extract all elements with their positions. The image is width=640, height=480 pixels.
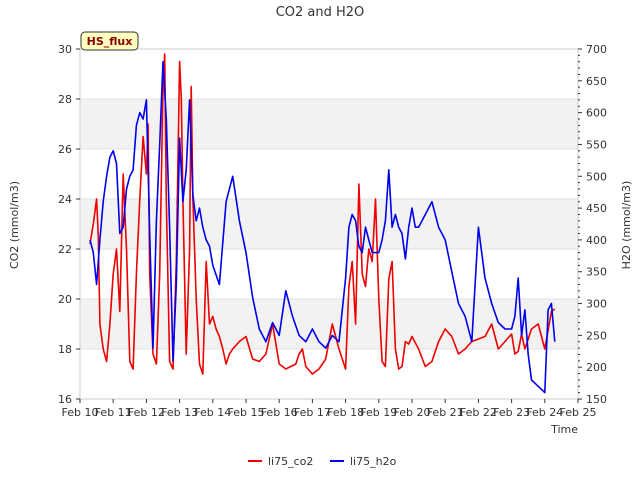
- hs-flux-badge: HS_flux: [80, 31, 139, 51]
- x-tick-label: Feb 16: [261, 406, 298, 419]
- x-tick-label: Feb 18: [327, 406, 364, 419]
- y-right-tick-label: 150: [586, 393, 607, 406]
- y-left-tick-label: 28: [58, 93, 72, 106]
- plot-border: [79, 48, 579, 400]
- x-tick-label: Feb 17: [294, 406, 331, 419]
- y-axis-left-label: CO2 (mmol/m3): [8, 181, 21, 269]
- x-tick-label: Feb 25: [560, 406, 597, 419]
- y-left-tick-label: 16: [58, 393, 72, 406]
- x-tick-label: Feb 22: [460, 406, 497, 419]
- y-right-tick-label: 400: [586, 234, 607, 247]
- x-tick-label: Feb 13: [161, 406, 198, 419]
- y-right-tick-label: 500: [586, 170, 607, 183]
- plot-frame: [79, 48, 579, 400]
- y-right-tick-label: 700: [586, 43, 607, 56]
- y-left-tick-label: 30: [58, 43, 72, 56]
- y-axis-right-label: H2O (mmol/m3): [620, 181, 633, 270]
- x-tick-label: Feb 20: [394, 406, 431, 419]
- x-tick-label: Feb 14: [194, 406, 231, 419]
- x-tick-label: Feb 23: [493, 406, 530, 419]
- x-tick-label: Feb 19: [360, 406, 397, 419]
- y-right-tick-label: 600: [586, 107, 607, 120]
- grid-bands: [80, 48, 578, 400]
- x-tick-label: Feb 12: [128, 406, 165, 419]
- series-line-h2o: [89, 60, 556, 394]
- legend-label-co2: li75_co2: [268, 455, 313, 468]
- chart-title: CO2 and H2O: [276, 5, 365, 20]
- legend-label-h2o: li75_h2o: [350, 455, 397, 468]
- y-right-tick-label: 550: [586, 138, 607, 151]
- x-tick-label: Feb 24: [526, 406, 563, 419]
- series-line-co2: [89, 53, 556, 375]
- x-axis-label: Time: [550, 423, 578, 436]
- x-tick-label: Feb 21: [427, 406, 464, 419]
- series-layer: [89, 53, 556, 394]
- y-left-tick-label: 20: [58, 293, 72, 306]
- grid-band: [80, 199, 578, 249]
- y-left-tick-label: 22: [58, 243, 72, 256]
- y-right-tick-label: 450: [586, 202, 607, 215]
- y-right-tick-label: 300: [586, 298, 607, 311]
- y-right-tick-label: 200: [586, 361, 607, 374]
- y-right-tick-label: 350: [586, 266, 607, 279]
- y-right-tick-label: 250: [586, 329, 607, 342]
- x-tick-label: Feb 15: [228, 406, 265, 419]
- y-axis-right: 150 200 250 300 350 400 450 500 550 600 650 700: [578, 43, 607, 406]
- x-tick-label: Feb 11: [95, 406, 132, 419]
- y-right-tick-label: 650: [586, 75, 607, 88]
- y-axis-left: 16 18 20 22 24 26 28 30: [58, 43, 80, 406]
- legend: li75_co2 li75_h2o: [248, 455, 397, 468]
- y-left-tick-label: 26: [58, 143, 72, 156]
- hs-flux-badge-label: HS_flux: [87, 35, 133, 48]
- grid-band: [80, 99, 578, 149]
- x-tick-label: Feb 10: [62, 406, 99, 419]
- y-left-tick-label: 18: [58, 343, 72, 356]
- y-left-tick-label: 24: [58, 193, 72, 206]
